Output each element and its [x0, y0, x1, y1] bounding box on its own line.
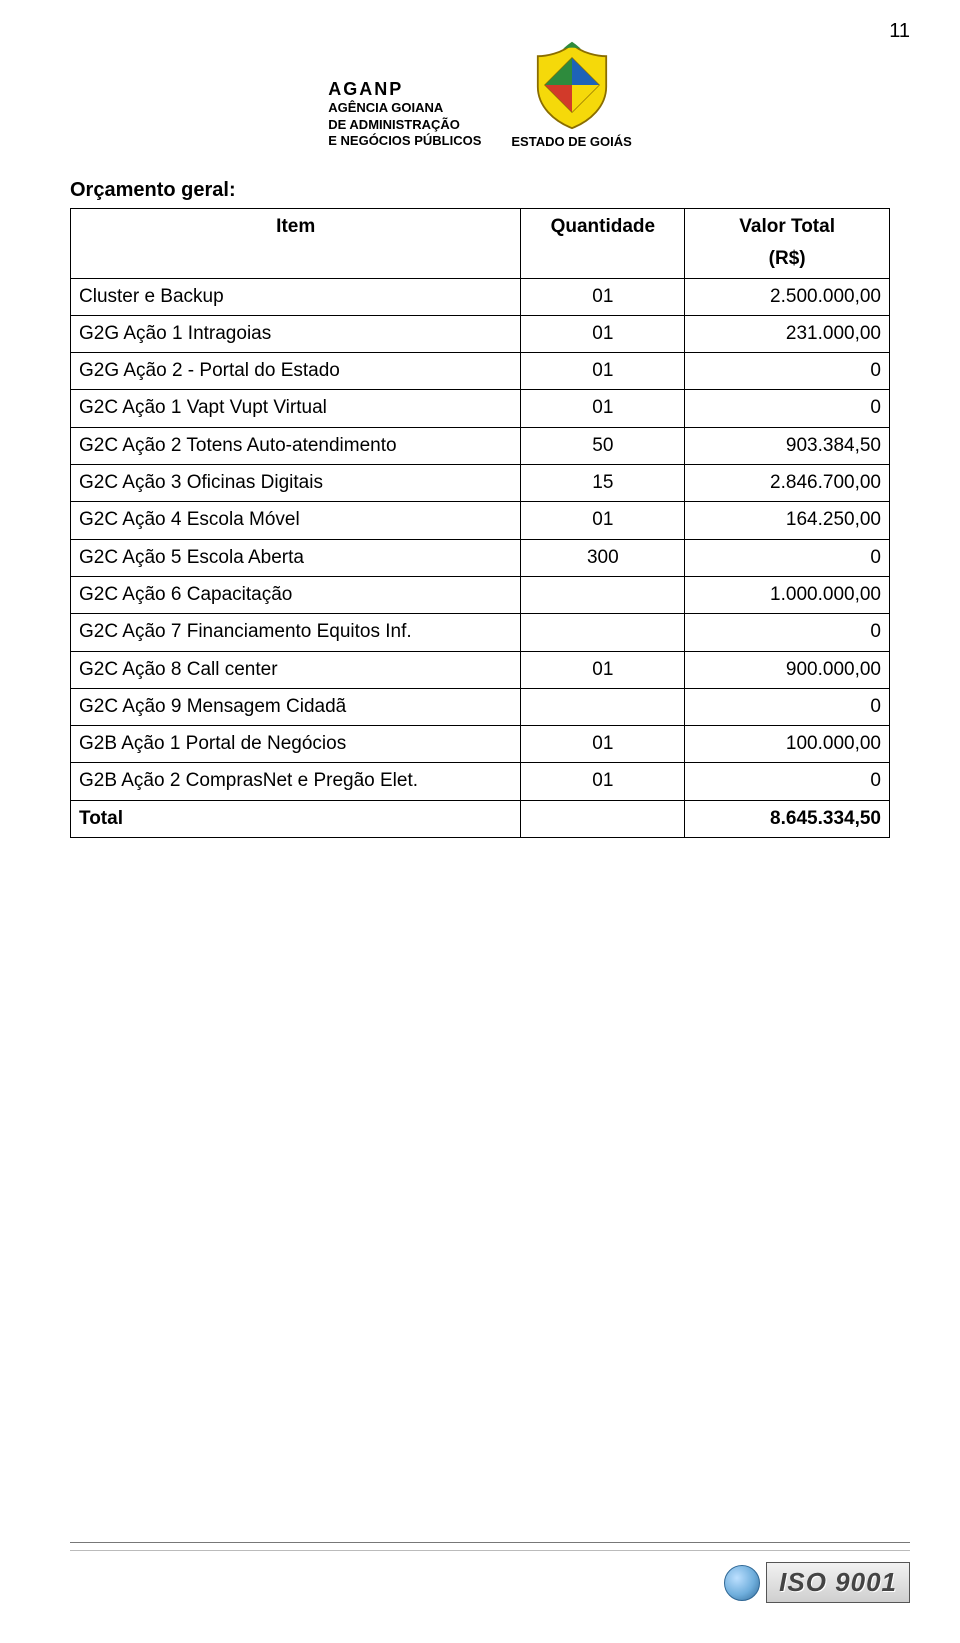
cell-item: G2C Ação 4 Escola Móvel: [71, 502, 521, 539]
col-val: Valor Total (R$): [685, 209, 890, 279]
crest-block: ESTADO DE GOIÁS: [511, 40, 631, 149]
state-crest-icon: [527, 40, 617, 130]
cell-val: 1.000.000,00: [685, 576, 890, 613]
iso-label: ISO 9001: [766, 1562, 910, 1603]
table-row: G2C Ação 7 Financiamento Equitos Inf. 0: [71, 614, 890, 651]
table-row: G2C Ação 1 Vapt Vupt Virtual010: [71, 390, 890, 427]
cell-item: G2C Ação 6 Capacitação: [71, 576, 521, 613]
table-row: G2C Ação 2 Totens Auto-atendimento50903.…: [71, 427, 890, 464]
cell-val: 900.000,00: [685, 651, 890, 688]
cell-val: 0: [685, 614, 890, 651]
cell-val: 100.000,00: [685, 726, 890, 763]
cell-item: G2G Ação 2 - Portal do Estado: [71, 353, 521, 390]
col-val-l2: (R$): [769, 248, 806, 269]
total-label: Total: [71, 800, 521, 837]
table-row: G2C Ação 4 Escola Móvel01164.250,00: [71, 502, 890, 539]
table-header-row: Item Quantidade Valor Total (R$): [71, 209, 890, 279]
table-row: Cluster e Backup012.500.000,00: [71, 278, 890, 315]
letterhead: AGANP AGÊNCIA GOIANA DE ADMINISTRAÇÃO E …: [70, 40, 890, 149]
section-title: Orçamento geral:: [70, 179, 890, 202]
table-row: G2C Ação 9 Mensagem Cidadã 0: [71, 688, 890, 725]
aganp-line2: DE ADMINISTRAÇÃO: [328, 117, 481, 133]
cell-val: 903.384,50: [685, 427, 890, 464]
cell-qty: 01: [521, 726, 685, 763]
cell-val: 0: [685, 390, 890, 427]
cell-qty: 300: [521, 539, 685, 576]
cell-val: 164.250,00: [685, 502, 890, 539]
table-row: G2C Ação 8 Call center01900.000,00: [71, 651, 890, 688]
total-qty: [521, 800, 685, 837]
cell-val: 0: [685, 763, 890, 800]
globe-icon: [724, 1565, 760, 1601]
cell-qty: [521, 688, 685, 725]
table-row: G2C Ação 6 Capacitação 1.000.000,00: [71, 576, 890, 613]
cell-qty: 01: [521, 315, 685, 352]
col-val-l1: Valor Total: [739, 216, 835, 237]
cell-item: G2C Ação 2 Totens Auto-atendimento: [71, 427, 521, 464]
budget-table: Item Quantidade Valor Total (R$) Cluster…: [70, 208, 890, 838]
cell-item: G2B Ação 2 ComprasNet e Pregão Elet.: [71, 763, 521, 800]
cell-item: G2C Ação 1 Vapt Vupt Virtual: [71, 390, 521, 427]
cell-qty: 01: [521, 651, 685, 688]
page-number: 11: [889, 20, 910, 43]
cell-qty: 01: [521, 763, 685, 800]
cell-qty: 01: [521, 353, 685, 390]
cell-val: 2.846.700,00: [685, 465, 890, 502]
aganp-title: AGANP: [328, 78, 481, 101]
cell-item: G2C Ação 7 Financiamento Equitos Inf.: [71, 614, 521, 651]
cell-item: G2G Ação 1 Intragoias: [71, 315, 521, 352]
table-row: G2C Ação 5 Escola Aberta3000: [71, 539, 890, 576]
cell-qty: 50: [521, 427, 685, 464]
total-val: 8.645.334,50: [685, 800, 890, 837]
cell-val: 0: [685, 539, 890, 576]
table-row: G2B Ação 2 ComprasNet e Pregão Elet.010: [71, 763, 890, 800]
col-item: Item: [71, 209, 521, 279]
aganp-block: AGANP AGÊNCIA GOIANA DE ADMINISTRAÇÃO E …: [328, 78, 481, 149]
table-row: G2C Ação 3 Oficinas Digitais152.846.700,…: [71, 465, 890, 502]
cell-item: Cluster e Backup: [71, 278, 521, 315]
cell-val: 0: [685, 353, 890, 390]
cell-qty: 01: [521, 278, 685, 315]
aganp-line1: AGÊNCIA GOIANA: [328, 100, 481, 116]
page: 11 AGANP AGÊNCIA GOIANA DE ADMINISTRAÇÃO…: [0, 0, 960, 1643]
cell-item: G2C Ação 8 Call center: [71, 651, 521, 688]
aganp-line3: E NEGÓCIOS PÚBLICOS: [328, 133, 481, 149]
cell-qty: 15: [521, 465, 685, 502]
table-row: G2G Ação 2 - Portal do Estado010: [71, 353, 890, 390]
iso-badge: ISO 9001: [724, 1562, 910, 1603]
cell-item: G2C Ação 3 Oficinas Digitais: [71, 465, 521, 502]
crest-label: ESTADO DE GOIÁS: [511, 134, 631, 149]
cell-qty: 01: [521, 502, 685, 539]
table-total-row: Total 8.645.334,50: [71, 800, 890, 837]
cell-qty: [521, 614, 685, 651]
footer-rule-shadow: [70, 1550, 910, 1551]
cell-val: 0: [685, 688, 890, 725]
cell-qty: 01: [521, 390, 685, 427]
cell-item: G2B Ação 1 Portal de Negócios: [71, 726, 521, 763]
cell-item: G2C Ação 5 Escola Aberta: [71, 539, 521, 576]
cell-val: 231.000,00: [685, 315, 890, 352]
cell-item: G2C Ação 9 Mensagem Cidadã: [71, 688, 521, 725]
table-row: G2B Ação 1 Portal de Negócios01100.000,0…: [71, 726, 890, 763]
col-qty: Quantidade: [521, 209, 685, 279]
table-row: G2G Ação 1 Intragoias01231.000,00: [71, 315, 890, 352]
cell-val: 2.500.000,00: [685, 278, 890, 315]
footer-rule: [70, 1542, 910, 1543]
cell-qty: [521, 576, 685, 613]
